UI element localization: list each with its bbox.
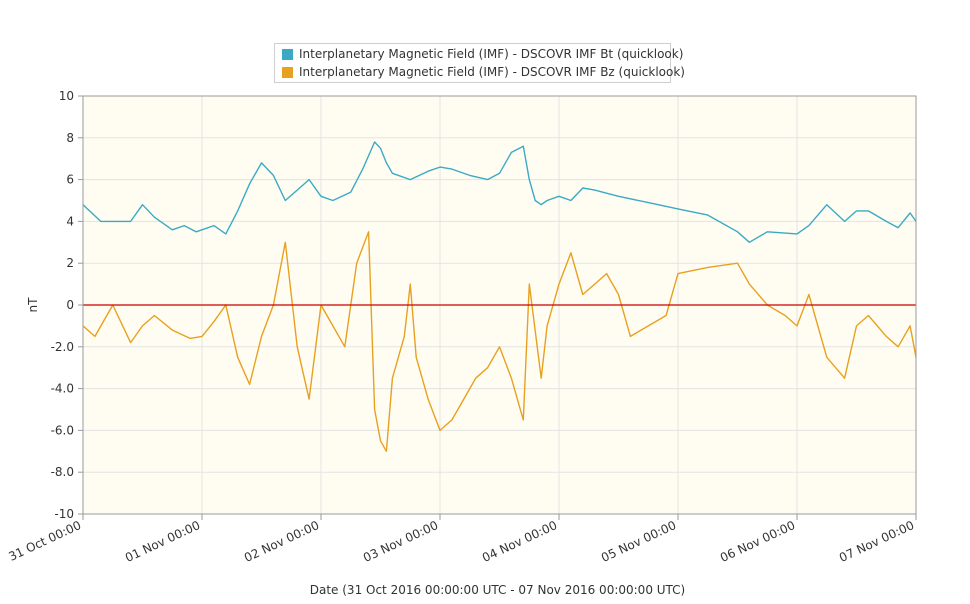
y-tick-label: -8.0 <box>51 465 74 479</box>
legend-item-bz[interactable]: Interplanetary Magnetic Field (IMF) - DS… <box>282 64 685 80</box>
x-axis-label: Date (31 Oct 2016 00:00:00 UTC - 07 Nov … <box>310 583 686 597</box>
series-line-bt <box>82 141 917 244</box>
x-tick-label: 04 Nov 00:00 <box>480 518 559 565</box>
legend-item-bt[interactable]: Interplanetary Magnetic Field (IMF) - DS… <box>282 46 683 62</box>
y-tick-label: -6.0 <box>51 423 74 437</box>
y-tick-label: 6 <box>66 173 74 187</box>
y-axis-ticks: 10 8 6 4 2 0 -2.0 -4.0 -6.0 -8.0 -10 <box>51 89 83 521</box>
y-tick-label: 4 <box>66 214 74 228</box>
y-tick-label: 10 <box>59 89 74 103</box>
y-tick-label: -4.0 <box>51 382 74 396</box>
legend[interactable]: Interplanetary Magnetic Field (IMF) - DS… <box>274 43 685 83</box>
y-tick-label: 2 <box>66 256 74 270</box>
x-tick-label: 05 Nov 00:00 <box>599 518 678 565</box>
y-axis-label: nT <box>26 297 40 313</box>
y-tick-label: -10 <box>54 507 74 521</box>
y-tick-label: 0 <box>66 298 74 312</box>
legend-label-bt: Interplanetary Magnetic Field (IMF) - DS… <box>299 47 684 61</box>
x-tick-label: 02 Nov 00:00 <box>242 518 321 565</box>
x-tick-label: 06 Nov 00:00 <box>718 518 797 565</box>
x-tick-label: 03 Nov 00:00 <box>361 518 440 565</box>
legend-swatch-bt <box>282 48 293 60</box>
legend-swatch-bz <box>282 66 293 78</box>
x-axis-ticks: 31 Oct 00:00 01 Nov 00:00 02 Nov 00:00 03 N… <box>6 514 917 565</box>
y-tick-label: 8 <box>66 131 74 145</box>
legend-label-bz: Interplanetary Magnetic Field (IMF) - DS… <box>299 65 685 79</box>
x-tick-label: 31 Oct 00:00 <box>6 518 83 564</box>
y-tick-label: -2.0 <box>51 340 74 354</box>
x-tick-label: 07 Nov 00:00 <box>837 518 916 565</box>
x-tick-label: 01 Nov 00:00 <box>123 518 202 565</box>
